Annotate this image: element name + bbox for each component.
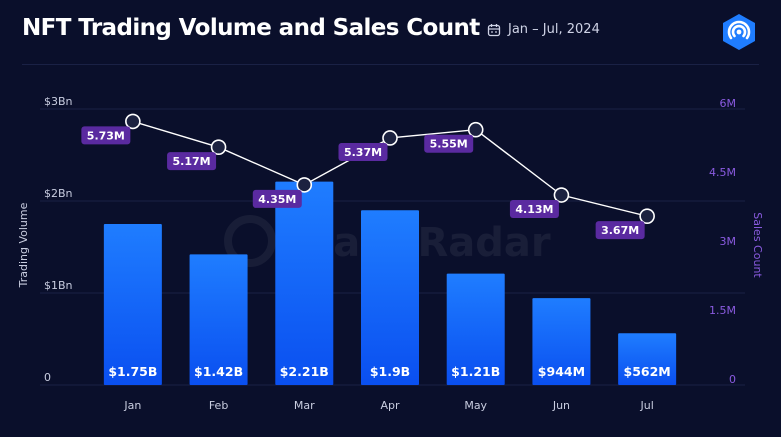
point-value-label: 5.73M — [87, 129, 125, 142]
line-point — [382, 130, 398, 146]
header-divider — [22, 64, 759, 65]
point-label-bg — [595, 221, 645, 240]
y-right-tick-label: 0 — [729, 373, 736, 386]
point-label-bg — [81, 126, 131, 145]
x-tick-label: Mar — [294, 399, 315, 412]
x-tick-label: Jun — [552, 399, 570, 412]
bar-value-label: $944M — [538, 364, 585, 379]
point-value-label: 5.55M — [430, 138, 468, 151]
bar — [532, 298, 591, 385]
watermark: DappRadar — [224, 215, 551, 267]
line-point — [467, 121, 484, 138]
calendar-icon — [487, 23, 501, 36]
bar-value-label: $1.75B — [108, 364, 157, 379]
y-axis-left-title: Trading Volume — [17, 202, 30, 288]
y-right-tick-label: 6M — [720, 97, 737, 110]
bar-value-label: $1.42B — [194, 364, 243, 379]
y-left-tick-label: $3Bn — [44, 95, 73, 108]
bar — [189, 254, 248, 385]
bar-value-label: $1.21B — [451, 364, 500, 379]
bar — [275, 181, 334, 385]
y-axis-right-title: Sales Count — [751, 212, 764, 278]
x-tick-label: Apr — [380, 399, 400, 412]
bar-value-label: $1.9B — [370, 364, 410, 379]
bar-value-label: $562M — [624, 364, 671, 379]
chart-title: NFT Trading Volume and Sales Count — [22, 15, 480, 41]
y-axis-left: 0 $1Bn $2Bn $3Bn — [44, 95, 73, 384]
watermark-text: DappRadar — [300, 220, 551, 266]
bar — [618, 333, 677, 385]
y-left-tick-label: $1Bn — [44, 279, 73, 292]
line-point — [639, 208, 655, 224]
x-tick-label: Jul — [640, 399, 654, 412]
bar — [361, 210, 419, 385]
dappradar-logo-icon — [723, 14, 755, 50]
point-value-label: 5.37M — [344, 146, 382, 159]
point-value-label: 5.17M — [173, 155, 211, 168]
point-label-bg — [338, 142, 388, 161]
point-value-label: 4.35M — [258, 193, 296, 206]
bar — [446, 273, 505, 385]
x-tick-label: Jan — [123, 399, 141, 412]
bar-series: $1.75B $1.42B $2.21B $1.9B $1.21B $944M $562M — [103, 181, 677, 385]
point-value-label: 3.67M — [601, 224, 639, 237]
line-point — [125, 113, 141, 130]
y-right-tick-label: 4.5M — [709, 166, 736, 179]
x-tick-label: May — [464, 399, 487, 412]
y-right-tick-label: 1.5M — [709, 304, 736, 317]
date-range-text: Jan – Jul, 2024 — [508, 22, 600, 37]
bar-value-label: $2.21B — [280, 364, 329, 379]
y-left-tick-label: $2Bn — [44, 187, 73, 200]
point-label-bg — [509, 200, 559, 219]
point-label-bg — [167, 152, 217, 171]
x-tick-label: Feb — [209, 399, 228, 412]
line-point — [296, 177, 313, 193]
y-axis-right: 0 1.5M 3M 4.5M 6M — [709, 97, 736, 386]
bar — [103, 224, 162, 385]
x-axis: Jan Feb Mar Apr May Jun Jul — [123, 399, 653, 412]
line-series: 5.73M 5.17M 4.35M 5.37M 5.55M 4.13M 3.67M — [81, 113, 655, 240]
point-label-bg — [252, 189, 302, 208]
date-range: Jan – Jul, 2024 — [487, 22, 600, 37]
y-left-tick-label: 0 — [44, 371, 51, 384]
line-point — [553, 187, 570, 203]
line-point — [210, 139, 227, 155]
point-value-label: 4.13M — [515, 203, 553, 216]
point-label-bg — [424, 134, 474, 153]
y-right-tick-label: 3M — [720, 235, 737, 248]
